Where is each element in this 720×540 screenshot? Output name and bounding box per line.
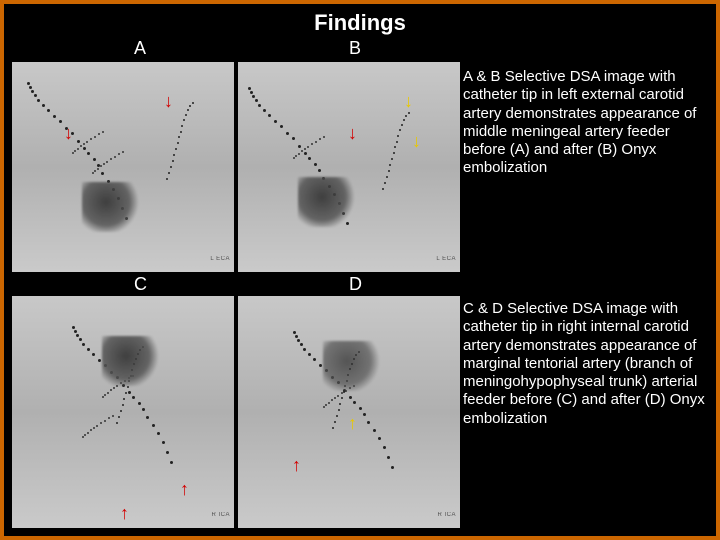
panel-row-bottom: R ICA R ICA (12, 296, 462, 528)
panel-label-c: C (134, 274, 147, 295)
panel-label-d: D (349, 274, 362, 295)
panel-row-top: L ECA L ECA (12, 62, 462, 272)
panel-c-corner: R ICA (211, 512, 230, 518)
panel-d-corner: R ICA (437, 512, 456, 518)
panel-d-image: R ICA (238, 296, 460, 528)
arrow-up-icon: ↑ (120, 504, 129, 522)
panel-label-b: B (349, 38, 361, 59)
arrow-down-icon: ↓ (164, 92, 173, 110)
arrow-down-icon: ↓ (404, 92, 413, 110)
panel-a-corner: L ECA (210, 256, 230, 262)
panel-b-image: L ECA (238, 62, 460, 272)
panel-c-image: R ICA (12, 296, 234, 528)
caption-cd: C & D Selective DSA image with catheter … (463, 300, 706, 428)
panel-a-image: L ECA (12, 62, 234, 272)
panel-label-a: A (134, 38, 146, 59)
arrow-down-icon: ↓ (348, 124, 357, 142)
arrow-up-icon: ↑ (180, 480, 189, 498)
page-title: Findings (4, 10, 716, 36)
arrow-up-icon: ↑ (348, 414, 357, 432)
arrow-down-icon: ↓ (64, 124, 73, 142)
panel-b-corner: L ECA (436, 256, 456, 262)
caption-ab: A & B Selective DSA image with catheter … (463, 68, 706, 178)
arrow-up-icon: ↑ (292, 456, 301, 474)
arrow-down-icon: ↓ (412, 132, 421, 150)
